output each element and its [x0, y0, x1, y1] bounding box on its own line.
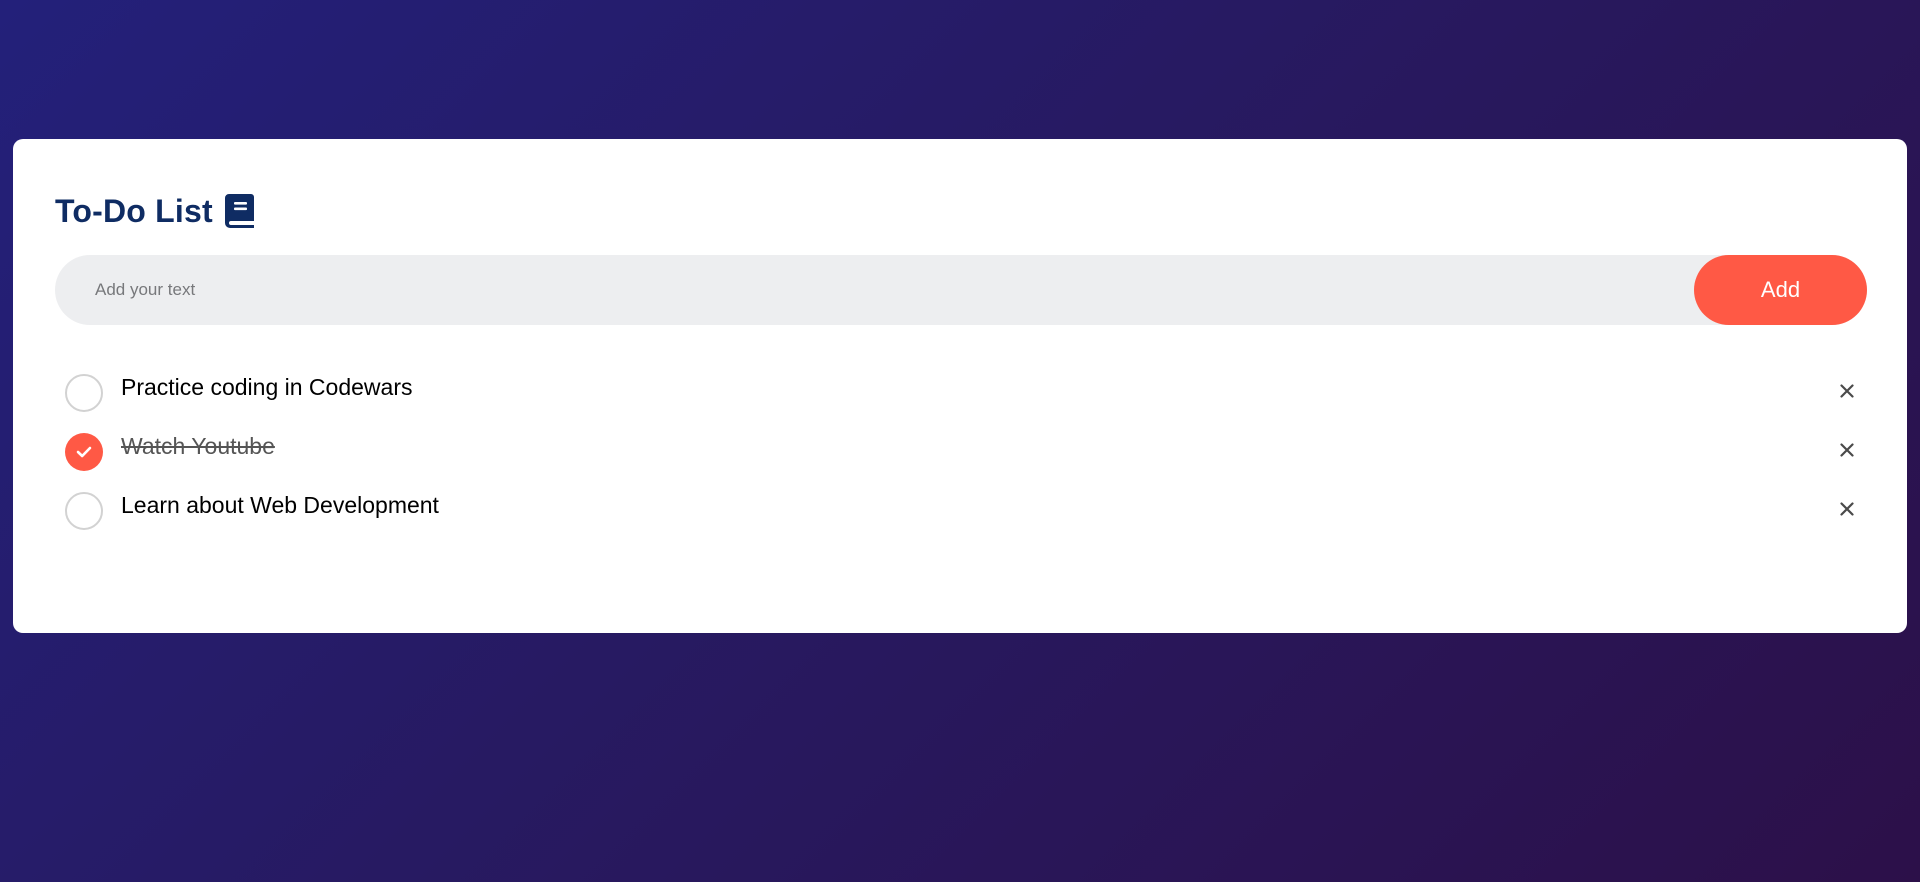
task-item[interactable]: Watch Youtube: [55, 420, 1867, 479]
task-text: Practice coding in Codewars: [121, 374, 413, 400]
task-input[interactable]: [55, 255, 1694, 325]
page-title: To-Do List: [55, 192, 213, 229]
task-list: Practice coding in Codewars Watch Youtub…: [55, 361, 1867, 538]
checkbox-icon[interactable]: [65, 491, 103, 530]
todo-card: To-Do List Add Practice coding in Codewa…: [13, 139, 1907, 633]
checkmark-icon: [76, 446, 92, 457]
add-button[interactable]: Add: [1694, 255, 1867, 325]
checkbox-icon[interactable]: [65, 373, 103, 412]
close-icon[interactable]: [1833, 436, 1861, 464]
task-text: Learn about Web Development: [121, 492, 439, 518]
task-text: Watch Youtube: [121, 433, 275, 459]
app-header: To-Do List: [55, 191, 1865, 231]
close-icon[interactable]: [1833, 377, 1861, 405]
close-icon[interactable]: [1833, 495, 1861, 523]
task-item[interactable]: Practice coding in Codewars: [55, 361, 1867, 420]
task-item[interactable]: Learn about Web Development: [55, 479, 1867, 538]
book-icon: [224, 194, 255, 228]
checkbox-icon[interactable]: [65, 432, 103, 471]
add-task-row: Add: [55, 255, 1867, 325]
